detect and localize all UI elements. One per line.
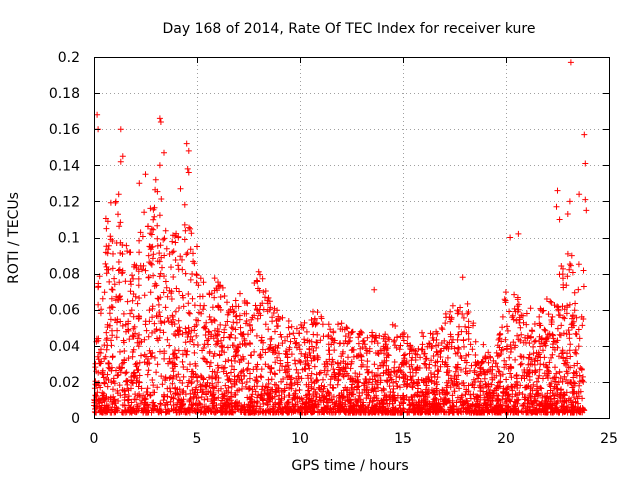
- y-tick-label: 0.04: [49, 339, 80, 355]
- y-tick-label: 0.08: [49, 267, 80, 283]
- x-tick-label: 25: [600, 431, 618, 447]
- x-axis-label: GPS time / hours: [291, 458, 408, 474]
- y-axis-tick-labels: 0 0.02 0.04 0.06 0.08 0.1 0.12 0.14 0.16 0.18 0.2: [49, 50, 80, 427]
- chart-title: Day 168 of 2014, Rate Of TEC Index for r…: [163, 21, 536, 37]
- y-tick-label: 0.18: [49, 86, 80, 102]
- y-tick-label: 0.14: [49, 158, 80, 174]
- y-tick-label: 0.16: [49, 122, 80, 138]
- x-axis-tick-labels: 0 5 10 15 20 25: [90, 431, 618, 447]
- y-tick-label: 0.06: [49, 303, 80, 319]
- y-tick-label: 0.02: [49, 375, 80, 391]
- x-tick-label: 10: [291, 431, 309, 447]
- roti-plus-markers: [91, 59, 590, 416]
- axis-ticks: [94, 57, 610, 419]
- y-tick-label: 0.12: [49, 194, 80, 210]
- y-axis-label: ROTI / TECUs: [6, 192, 22, 284]
- x-tick-label: 15: [394, 431, 412, 447]
- x-tick-label: 20: [497, 431, 515, 447]
- data-points: [91, 59, 590, 416]
- y-tick-label: 0.2: [58, 50, 80, 66]
- y-tick-label: 0: [71, 411, 80, 427]
- y-tick-label: 0.1: [58, 231, 80, 247]
- x-tick-label: 0: [90, 431, 99, 447]
- x-tick-label: 5: [193, 431, 202, 447]
